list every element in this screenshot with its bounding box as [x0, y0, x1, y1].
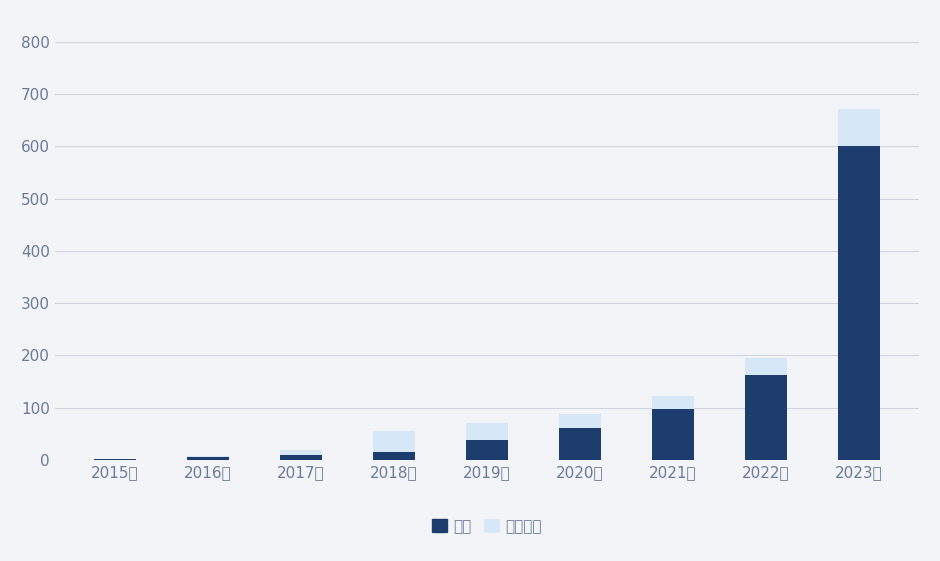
Bar — [652, 396, 694, 460]
Legend: 認定, コミット: 認定, コミット — [426, 513, 548, 540]
Bar — [466, 424, 508, 460]
Bar — [187, 457, 228, 460]
Bar — [373, 452, 415, 460]
Bar — [745, 358, 787, 460]
Bar — [559, 427, 601, 460]
Bar — [187, 456, 228, 460]
Bar — [280, 449, 321, 460]
Bar — [280, 455, 321, 460]
Bar — [373, 431, 415, 460]
Bar — [838, 146, 880, 460]
Bar — [94, 459, 136, 460]
Bar — [838, 109, 880, 460]
Bar — [466, 440, 508, 460]
Bar — [745, 375, 787, 460]
Bar — [559, 414, 601, 460]
Bar — [652, 410, 694, 460]
